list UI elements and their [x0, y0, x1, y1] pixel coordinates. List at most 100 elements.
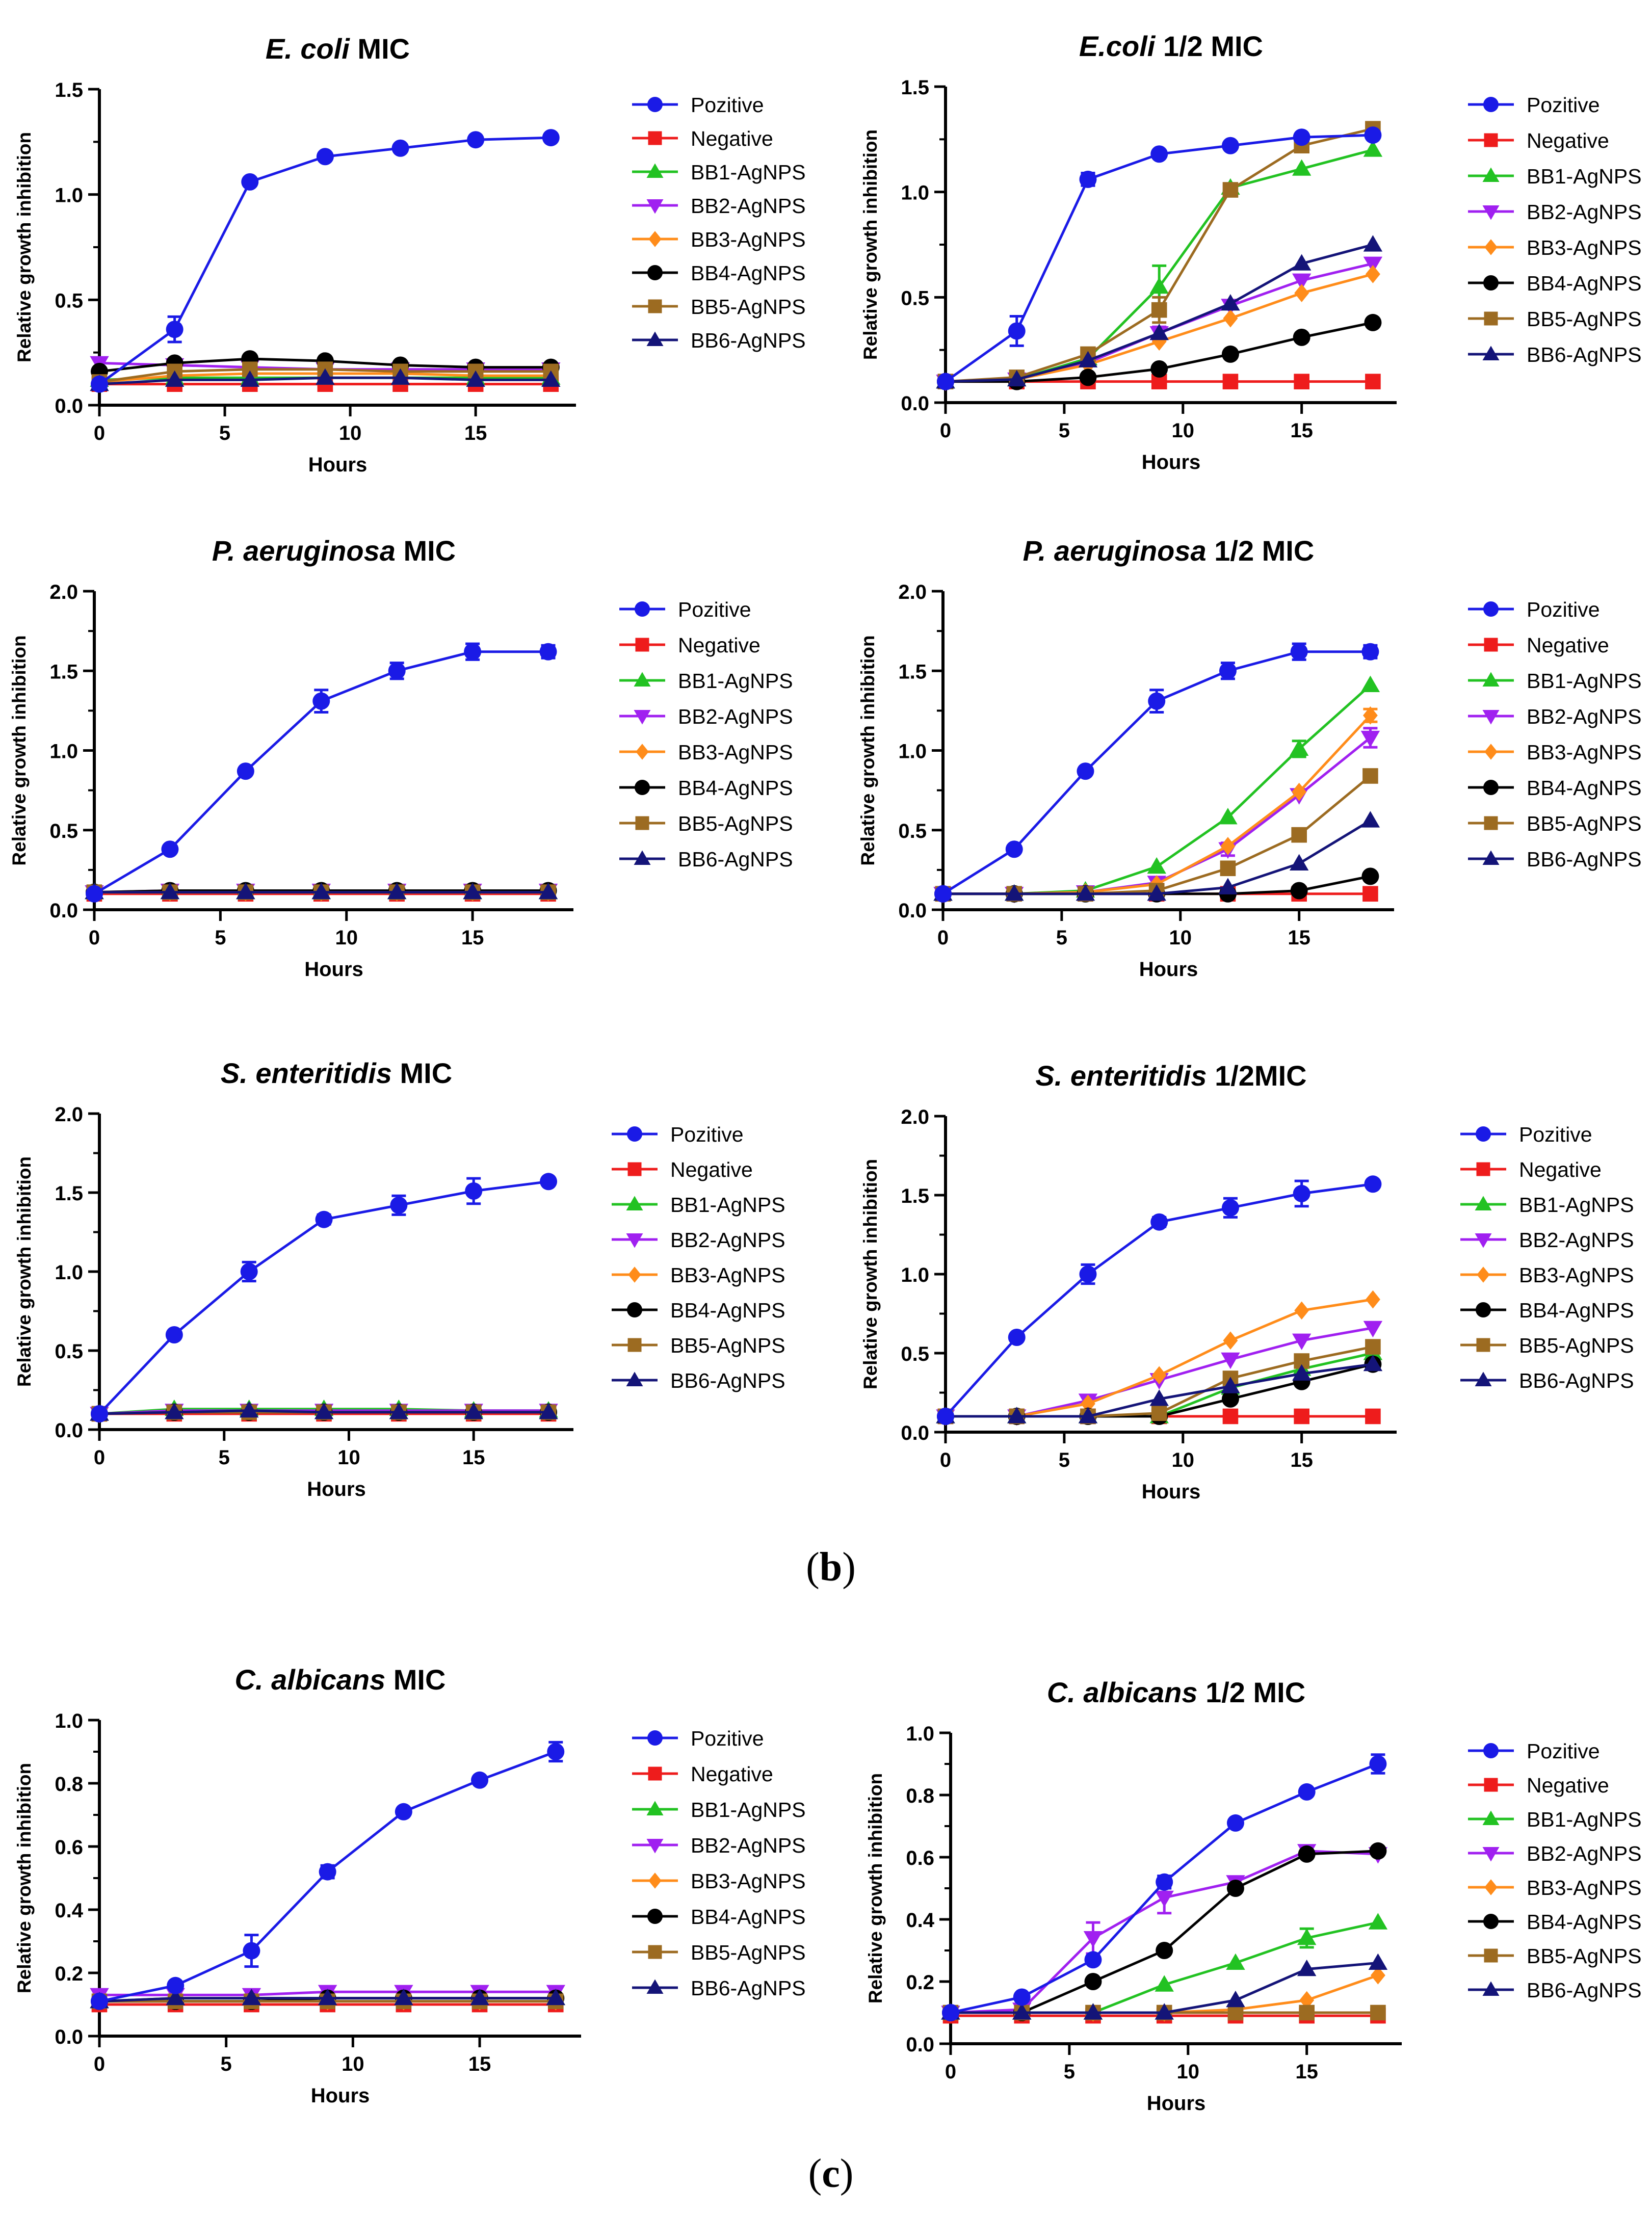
legend-marker: [648, 299, 662, 313]
legend-marker: [1483, 601, 1499, 617]
legend-item: BB2-AgNPS: [1460, 1228, 1634, 1252]
legend-marker: [1482, 672, 1500, 687]
x-tick-label: 15: [1288, 927, 1310, 949]
data-point: [1223, 1331, 1238, 1350]
legend-item: BB4-AgNPS: [1468, 272, 1642, 295]
legend-item: BB6-AgNPS: [1460, 1369, 1634, 1392]
data-point: [1365, 374, 1381, 389]
legend-label: BB6-AgNPS: [670, 1369, 785, 1392]
legend-item: BB6-AgNPS: [619, 848, 793, 871]
data-point: [1360, 675, 1380, 692]
data-point: [464, 1403, 483, 1419]
legend-marker: [1475, 1233, 1492, 1248]
y-axis-label: Relative growth inhibition: [14, 1156, 35, 1387]
data-point: [394, 1988, 413, 2006]
x-axis-label: Hours: [1147, 2092, 1206, 2115]
data-point: [1290, 882, 1308, 900]
x-tick-label: 15: [1295, 2061, 1318, 2083]
legend-item: BB4-AgNPS: [632, 261, 806, 285]
legend-label: Negative: [1519, 1158, 1602, 1181]
legend-item: BB2-AgNPS: [632, 1834, 806, 1857]
x-tick-label: 5: [219, 422, 230, 444]
y-tick-label: 1.5: [55, 79, 83, 101]
x-axis-label: Hours: [1142, 451, 1201, 473]
series-bb6-agnps: [90, 1988, 565, 2009]
legend-item: BB2-AgNPS: [1468, 200, 1642, 224]
series-pozitive: [91, 1173, 558, 1422]
data-point: [1079, 368, 1097, 386]
legend-marker: [1482, 1810, 1500, 1825]
data-point: [1223, 309, 1238, 328]
data-point: [1221, 1199, 1239, 1217]
data-point: [1149, 277, 1169, 294]
x-tick-label: 0: [940, 1449, 951, 1471]
x-tick-label: 15: [464, 422, 487, 444]
legend-label: BB2-AgNPS: [691, 194, 806, 218]
series-pozitive: [86, 642, 557, 903]
legend-item: Negative: [619, 634, 761, 657]
data-point: [160, 882, 180, 900]
chart-6: S. enteritidis 1/2MIC 0.0 0.5 1.0 1.5 2.0 0 5 10…: [860, 1060, 1634, 1503]
legend-label: BB5-AgNPS: [1519, 1334, 1634, 1357]
data-point: [243, 1942, 260, 1960]
legend-marker: [646, 163, 664, 178]
legend-marker: [634, 850, 651, 865]
data-point: [1363, 235, 1383, 252]
y-tick-label: 1.0: [49, 741, 78, 763]
data-point: [1078, 351, 1098, 367]
y-tick-label: 1.0: [55, 184, 83, 207]
legend-item: BB2-AgNPS: [632, 194, 806, 218]
chart-4: P. aeruginosa 1/2 MIC 0.0 0.5 1.0 1.5 2.0 0 5 10…: [857, 535, 1642, 981]
legend-item: BB3-AgNPS: [1468, 236, 1642, 259]
data-point: [1368, 1953, 1388, 1970]
legend-item: BB5-AgNPS: [1468, 307, 1642, 331]
legend-item: Pozitive: [619, 598, 751, 621]
data-point: [547, 1743, 565, 1760]
data-point: [318, 1988, 337, 2006]
legend-item: BB3-AgNPS: [632, 228, 806, 251]
series-pozitive: [934, 642, 1379, 903]
chart-2: E.coli 1/2 MIC 0.0 0.5 1.0 1.5 0 5 10 15 Hours Rel…: [860, 30, 1642, 473]
data-point: [316, 368, 335, 385]
data-point: [1289, 739, 1309, 756]
legend: Pozitive Negative BB1-AgNPS BB2-AgNPS BB3-Ag…: [612, 1123, 785, 1392]
data-point: [1084, 1973, 1102, 1990]
legend-item: BB6-AgNPS: [632, 329, 806, 352]
legend-item: BB6-AgNPS: [612, 1369, 785, 1392]
legend-marker: [636, 744, 649, 760]
chart-title: P. aeruginosa 1/2 MIC: [1023, 535, 1315, 567]
data-point: [937, 373, 954, 390]
legend-label: BB5-AgNPS: [1527, 812, 1642, 835]
data-point: [1294, 374, 1309, 389]
legend-item: BB6-AgNPS: [1468, 1978, 1642, 2002]
x-tick-label: 0: [94, 422, 105, 444]
data-point: [387, 882, 407, 900]
data-point: [1370, 1966, 1385, 1985]
legend-marker: [627, 1338, 642, 1352]
data-point: [161, 840, 179, 858]
data-point: [1078, 1407, 1098, 1423]
data-point: [1293, 1184, 1310, 1202]
data-point: [1361, 867, 1379, 885]
data-point: [165, 1326, 183, 1343]
series-bb6-agnps: [90, 1401, 558, 1421]
legend-label: Negative: [670, 1158, 753, 1181]
data-point: [1221, 1377, 1240, 1393]
legend-label: BB4-AgNPS: [1527, 272, 1642, 295]
x-axis-label: Hours: [307, 1478, 366, 1500]
legend-marker: [1484, 1879, 1498, 1895]
legend-label: BB2-AgNPS: [1527, 705, 1642, 728]
legend-label: BB3-AgNPS: [1527, 1876, 1642, 1900]
data-point: [542, 129, 560, 147]
chart-8: C. albicans 1/2 MIC 0.0 0.2 0.4 0.6 0.8 1.0 0 5 1…: [865, 1676, 1642, 2115]
data-point: [1005, 884, 1024, 901]
legend-item: BB6-AgNPS: [1468, 343, 1642, 366]
x-tick-label: 5: [1056, 927, 1067, 949]
data-point: [1083, 1931, 1103, 1948]
series-line: [98, 136, 551, 385]
y-tick-label: 1.5: [901, 1185, 929, 1207]
legend-item: Negative: [612, 1158, 753, 1181]
legend-item: BB1-AgNPS: [1460, 1193, 1634, 1217]
data-point: [541, 370, 561, 387]
